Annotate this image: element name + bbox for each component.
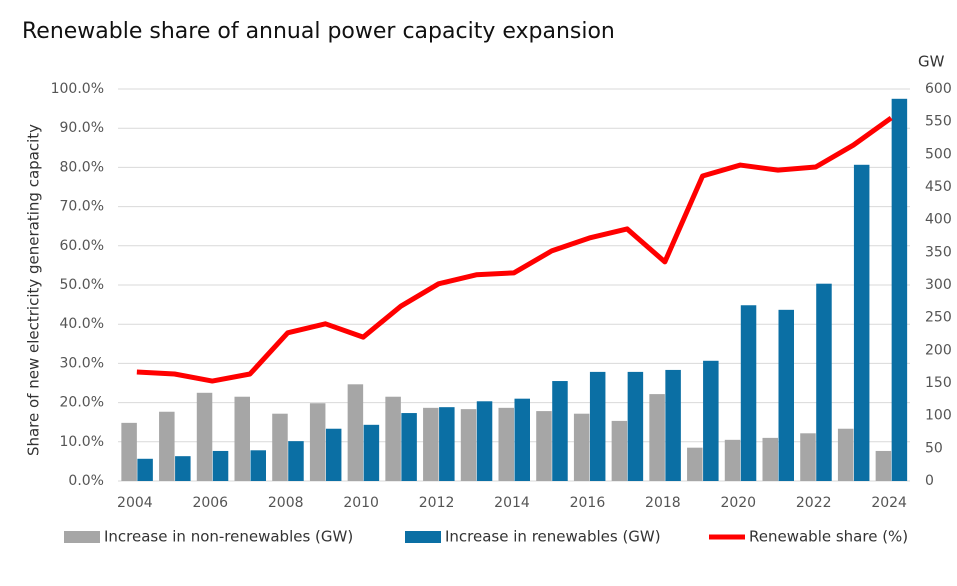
bar (627, 371, 644, 481)
bar (703, 360, 719, 481)
y-tick-label: 10.0% (60, 434, 104, 450)
bar (325, 428, 342, 481)
x-tick-label: 2012 (419, 495, 455, 511)
y2-tick-label: 150 (925, 375, 952, 391)
x-tick-label: 2014 (494, 495, 530, 511)
bar (498, 407, 514, 481)
x-tick-label: 2016 (570, 495, 606, 511)
bar (514, 398, 530, 481)
x-tick-label: 2018 (645, 495, 681, 511)
bar (665, 369, 681, 481)
y2-tick-label: 250 (925, 310, 952, 326)
x-tick-label: 2008 (268, 495, 304, 511)
bar (573, 413, 590, 481)
y2-tick-label: 300 (925, 277, 952, 293)
bar (363, 424, 380, 481)
y2-tick-label: 0 (925, 473, 934, 489)
bar (536, 411, 552, 481)
bar (347, 384, 364, 481)
y2-axis-title: GW (918, 53, 945, 71)
y2-tick-label: 50 (925, 440, 943, 456)
bar (800, 433, 816, 481)
bar (196, 392, 213, 481)
bar (589, 371, 606, 481)
y2-tick-label: 450 (925, 179, 952, 195)
bar (778, 309, 794, 481)
bar (401, 413, 417, 481)
bar (309, 403, 326, 481)
bar (853, 164, 870, 481)
bar (891, 98, 908, 482)
bar (175, 456, 191, 481)
chart-title: Renewable share of annual power capacity… (22, 19, 615, 44)
bar (476, 401, 493, 481)
bar (837, 428, 854, 481)
bar (385, 396, 401, 481)
bar (159, 411, 175, 481)
x-tick-label: 2020 (720, 495, 756, 511)
y-axis-title: Share of new electricity generating capa… (25, 124, 43, 456)
bar (724, 439, 741, 481)
y-tick-label: 80.0% (60, 159, 104, 175)
bar (740, 305, 757, 481)
y2-tick-label: 400 (925, 212, 952, 228)
legend-label: Increase in non-renewables (GW) (104, 528, 353, 546)
bar (423, 407, 439, 481)
bar (611, 420, 628, 481)
bar (288, 441, 304, 481)
y-tick-label: 90.0% (60, 120, 104, 136)
y-tick-label: 0.0% (68, 473, 104, 489)
bar (212, 450, 229, 481)
bar (762, 437, 778, 481)
y2-tick-label: 600 (925, 81, 952, 97)
y-tick-label: 30.0% (60, 355, 104, 371)
bar (687, 447, 703, 481)
y-tick-label: 40.0% (60, 316, 104, 332)
y-tick-label: 20.0% (60, 395, 104, 411)
legend-swatch (405, 531, 441, 543)
bar (439, 407, 455, 481)
bar (552, 381, 568, 481)
legend-label: Renewable share (%) (749, 528, 908, 546)
x-tick-label: 2024 (871, 495, 907, 511)
y2-tick-label: 550 (925, 114, 952, 130)
bar (272, 413, 288, 481)
y-tick-label: 70.0% (60, 199, 104, 215)
bar (121, 422, 137, 481)
x-tick-label: 2006 (192, 495, 228, 511)
y-tick-label: 50.0% (60, 277, 104, 293)
bar (137, 458, 153, 481)
y2-tick-label: 100 (925, 408, 952, 424)
bar (250, 450, 266, 481)
y2-tick-label: 350 (925, 244, 952, 260)
y2-tick-label: 200 (925, 342, 952, 358)
line-series (136, 115, 893, 384)
bar (234, 396, 250, 481)
x-tick-label: 2004 (117, 495, 153, 511)
bar (649, 394, 665, 481)
bar (875, 450, 892, 481)
bar (816, 283, 832, 481)
y2-tick-label: 500 (925, 146, 952, 162)
legend-swatch (64, 531, 100, 543)
y-tick-label: 100.0% (51, 81, 104, 97)
legend-label: Increase in renewables (GW) (445, 528, 661, 546)
x-tick-label: 2022 (796, 495, 832, 511)
y-tick-label: 60.0% (60, 238, 104, 254)
x-tick-label: 2010 (343, 495, 379, 511)
bar (460, 409, 477, 481)
